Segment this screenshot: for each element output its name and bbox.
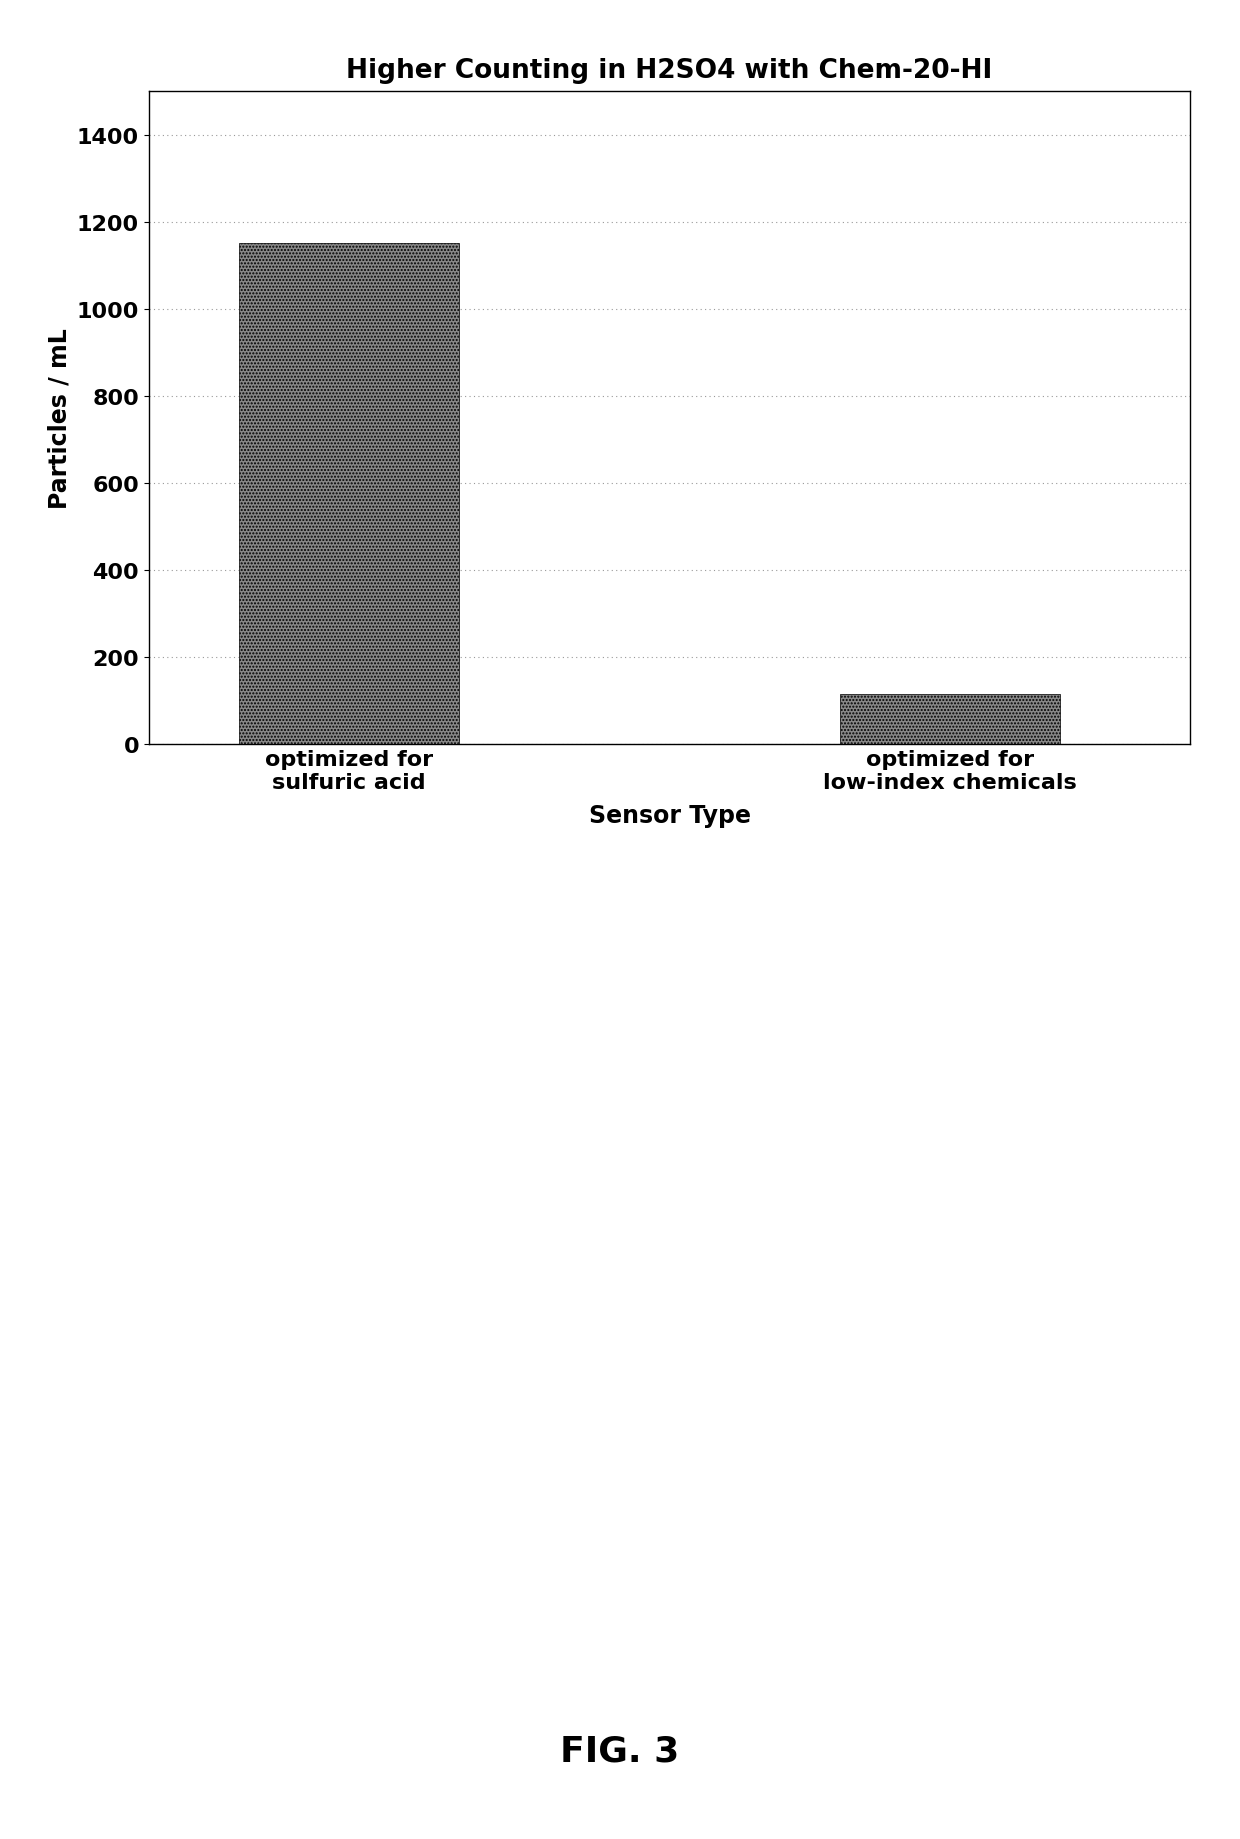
Bar [239, 245, 459, 745]
Title: Higher Counting in H2SO4 with Chem-20-HI: Higher Counting in H2SO4 with Chem-20-HI [346, 59, 993, 85]
Text: FIG. 3: FIG. 3 [560, 1734, 680, 1767]
X-axis label: Sensor Type: Sensor Type [589, 804, 750, 828]
Bar [839, 695, 1060, 745]
Y-axis label: Particles / mL: Particles / mL [47, 327, 71, 509]
